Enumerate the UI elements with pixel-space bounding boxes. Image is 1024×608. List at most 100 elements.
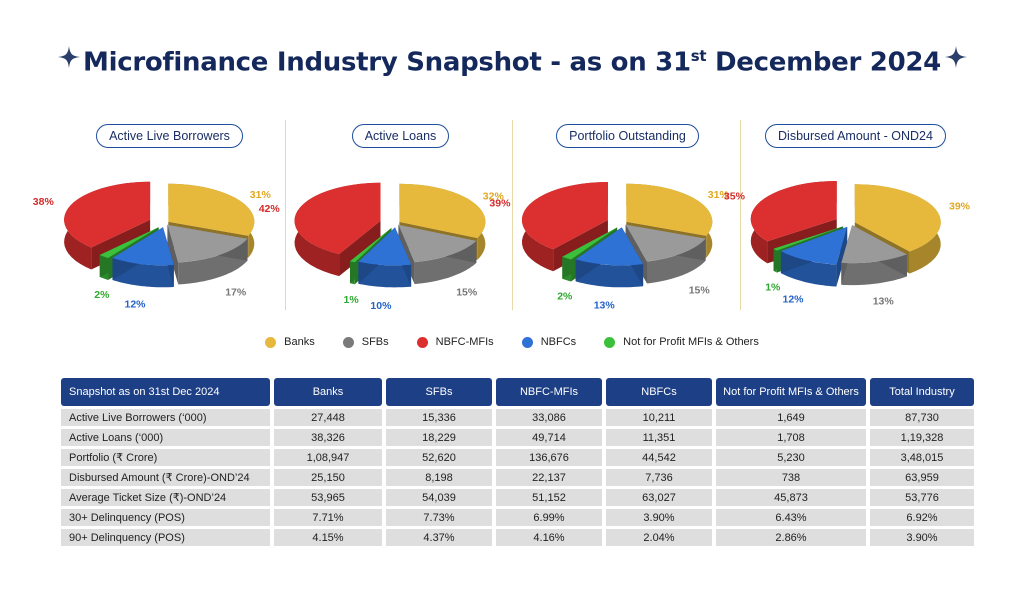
pie-slice-top-sfbs <box>625 224 706 262</box>
table-cell: 10,211 <box>606 409 712 426</box>
table-cell: 2.04% <box>606 529 712 546</box>
slice-label-banks: 31% <box>708 189 730 201</box>
table-cell: 87,730 <box>870 409 974 426</box>
table-cell: 3.90% <box>870 529 974 546</box>
table-row: 30+ Delinquency (POS) 7.71% 7.73% 6.99% … <box>61 509 974 526</box>
table-cell: 1,708 <box>716 429 866 446</box>
column-header: Total Industry <box>870 378 974 406</box>
title-superscript: st <box>690 46 707 65</box>
legend-swatch <box>604 336 616 348</box>
pie-chart-panel: Disbursed Amount - OND24 39% 13% 12% 1% 35% <box>724 118 971 318</box>
chart-title: Active Loans <box>351 124 450 148</box>
pie-slice-top-banks <box>399 183 486 239</box>
pie-chart-panel: Active Loans 32% 15% 10% 1% 42% <box>259 118 513 318</box>
pie-slice-top-nbfc-mfis <box>294 182 381 255</box>
legend-label: NBFC-MFIs <box>435 336 494 348</box>
legend-label: SFBs <box>361 336 389 348</box>
table-cell: 11,351 <box>606 429 712 446</box>
table-cell: 51,152 <box>496 489 602 506</box>
legend-item-not-for-profit: Not for Profit MFIs & Others <box>604 336 759 348</box>
snapshot-table: Snapshot as on 31st Dec 2024 Banks SFBs … <box>57 375 978 549</box>
panel-divider <box>512 120 513 310</box>
column-header: NBFC-MFIs <box>496 378 602 406</box>
pie-slice-top-nbfcs <box>780 226 848 265</box>
chart-title: Active Live Borrowers <box>96 124 243 148</box>
table-row: Average Ticket Size (₹)-OND’24 53,965 54… <box>61 489 974 506</box>
row-label: 90+ Delinquency (POS) <box>61 529 270 546</box>
slice-label-nbfc-mfis: 39% <box>489 198 511 210</box>
row-label: Average Ticket Size (₹)-OND’24 <box>61 489 270 506</box>
table-cell: 6.99% <box>496 509 602 526</box>
table-cell: 53,965 <box>274 489 382 506</box>
legend-swatch <box>416 336 428 348</box>
table-cell: 1,19,328 <box>870 429 974 446</box>
legend-item-nbfc-mfis: NBFC-MFIs <box>416 336 494 348</box>
pie-slice-top-not-for-profit <box>350 227 392 263</box>
panel-divider <box>740 120 741 310</box>
slice-label-nbfcs: 10% <box>370 300 392 312</box>
pie-slice-top-not-for-profit <box>773 226 844 251</box>
table-cell: 18,229 <box>386 429 492 446</box>
column-header: NBFCs <box>606 378 712 406</box>
table-row: Active Loans (‘000) 38,326 18,229 49,714… <box>61 429 974 446</box>
row-label: Active Live Borrowers (‘000) <box>61 409 270 426</box>
slice-label-nbfc-mfis: 38% <box>33 196 55 208</box>
slice-label-sfbs: 17% <box>225 287 247 299</box>
pie-chart: 31% 15% 13% 2% 39% <box>489 182 730 312</box>
table-cell: 8,198 <box>386 469 492 486</box>
table-cell: 54,039 <box>386 489 492 506</box>
pie-slice-top-sfbs <box>398 224 477 263</box>
pie-chart-panel: Active Live Borrowers 31% 17% 12% 2% 38% <box>33 118 282 318</box>
table-cell: 53,776 <box>870 489 974 506</box>
table-row: Portfolio (₹ Crore) 1,08,947 52,620 136,… <box>61 449 974 466</box>
slice-label-not-for-profit: 1% <box>765 282 781 294</box>
table-cell: 136,676 <box>496 449 602 466</box>
table-cell: 52,620 <box>386 449 492 466</box>
pie-slice-top-nbfc-mfis <box>750 181 837 242</box>
table-row: Active Live Borrowers (‘000) 27,448 15,3… <box>61 409 974 426</box>
legend-label: Banks <box>284 336 315 348</box>
slice-label-nbfcs: 12% <box>124 299 146 311</box>
table-cell: 6.43% <box>716 509 866 526</box>
table-cell: 44,542 <box>606 449 712 466</box>
slice-label-sfbs: 15% <box>456 287 478 299</box>
pie-slice-top-nbfc-mfis <box>521 182 608 250</box>
row-label: 30+ Delinquency (POS) <box>61 509 270 526</box>
table-row: 90+ Delinquency (POS) 4.15% 4.37% 4.16% … <box>61 529 974 546</box>
slice-label-sfbs: 15% <box>689 285 711 297</box>
table-cell: 4.16% <box>496 529 602 546</box>
table-cell: 1,08,947 <box>274 449 382 466</box>
pie-slice-top-nbfcs <box>112 227 174 266</box>
column-header: Banks <box>274 378 382 406</box>
table-cell: 63,959 <box>870 469 974 486</box>
table-cell: 1,649 <box>716 409 866 426</box>
table-cell: 4.37% <box>386 529 492 546</box>
slice-label-nbfc-mfis: 42% <box>259 203 281 215</box>
row-label: Portfolio (₹ Crore) <box>61 449 270 466</box>
table-cell: 3.90% <box>606 509 712 526</box>
pie-chart: 32% 15% 10% 1% 42% <box>259 182 505 312</box>
table-cell: 49,714 <box>496 429 602 446</box>
pie-chart: 31% 17% 12% 2% 38% <box>33 181 271 311</box>
table-cell: 45,873 <box>716 489 866 506</box>
sparkle-icon <box>945 46 967 68</box>
table-row: Disbursed Amount (₹ Crore)-OND’24 25,150… <box>61 469 974 486</box>
legend-item-sfbs: SFBs <box>342 336 389 348</box>
legend-label: NBFCs <box>540 336 577 348</box>
table-cell: 63,027 <box>606 489 712 506</box>
table-cell: 25,150 <box>274 469 382 486</box>
slice-label-not-for-profit: 2% <box>557 291 573 303</box>
table-cell: 27,448 <box>274 409 382 426</box>
table-cell: 15,336 <box>386 409 492 426</box>
pie-slice-top-banks <box>626 183 713 236</box>
pie-slice-top-not-for-profit <box>99 227 159 258</box>
table-cell: 3,48,015 <box>870 449 974 466</box>
table-cell: 33,086 <box>496 409 602 426</box>
column-header: Not for Profit MFIs & Others <box>716 378 866 406</box>
table-header-row: Snapshot as on 31st Dec 2024 Banks SFBs … <box>61 378 974 406</box>
title-main: Microfinance Industry Snapshot - as on 3… <box>83 47 691 78</box>
slice-label-banks: 32% <box>483 190 505 202</box>
pie-slice-top-nbfcs <box>575 227 644 266</box>
pie-slice-top-banks <box>854 184 941 252</box>
chart-legend: Banks SFBs NBFC-MFIs NBFCs Not for Profi… <box>0 336 1024 348</box>
